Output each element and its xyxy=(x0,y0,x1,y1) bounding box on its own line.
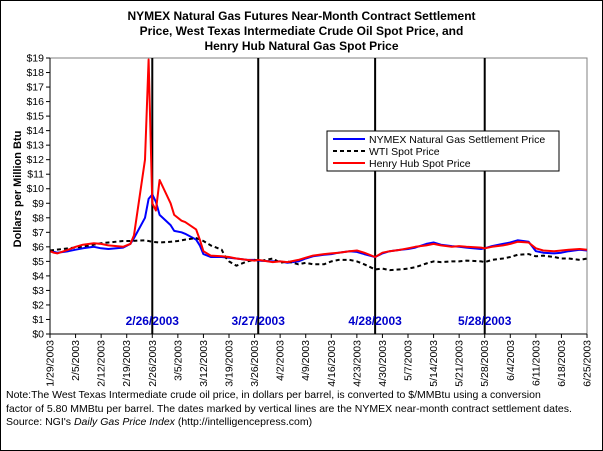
y-tick-label: $19 xyxy=(26,53,44,65)
x-tick-label: 2/26/2003 xyxy=(147,340,159,387)
settlement-date-label: 3/27/2003 xyxy=(232,314,286,328)
settlement-date-label: 2/26/2003 xyxy=(126,314,180,328)
y-tick-label: $2 xyxy=(32,299,44,311)
x-axis-ticks: 1/29/2003 2/5/2003 2/12/2003 2/19/2003 2/26/… xyxy=(45,334,594,387)
note-source: Source: NGI's Daily Gas Price Index (htt… xyxy=(6,416,598,430)
chart-title-line-2: Price, West Texas Intermediate Crude Oil… xyxy=(139,24,464,38)
x-tick-label: 5/7/2003 xyxy=(403,340,415,381)
settlement-date-label: 5/28/2003 xyxy=(458,314,512,328)
y-tick-label: $4 xyxy=(32,270,44,282)
x-tick-label: 2/12/2003 xyxy=(96,340,108,387)
source-italic: Daily Gas Price Index xyxy=(73,416,175,428)
chart-note: Note:The West Texas Intermediate crude o… xyxy=(6,389,598,430)
y-tick-label: $17 xyxy=(26,82,44,94)
x-tick-label: 3/12/2003 xyxy=(198,340,210,387)
note-line-2: factor of 5.80 MMBtu per barrel. The dat… xyxy=(6,402,572,415)
legend-label: NYMEX Natural Gas Settlement Price xyxy=(369,134,545,146)
legend-label: Henry Hub Spot Price xyxy=(369,158,471,170)
x-tick-label: 4/9/2003 xyxy=(300,340,312,381)
chart-title: NYMEX Natural Gas Futures Near-Month Con… xyxy=(0,9,603,54)
x-tick-label: 1/29/2003 xyxy=(45,340,57,387)
y-tick-label: $7 xyxy=(32,227,44,239)
x-tick-label: 6/4/2003 xyxy=(505,340,517,381)
x-tick-label: 3/5/2003 xyxy=(172,340,184,381)
y-tick-label: $8 xyxy=(32,212,44,224)
y-tick-label: $15 xyxy=(26,111,44,123)
legend-box xyxy=(326,130,560,172)
y-tick-label: $1 xyxy=(32,314,44,326)
x-tick-label: 5/21/2003 xyxy=(454,340,466,387)
series-lines xyxy=(49,58,588,272)
x-tick-label: 3/19/2003 xyxy=(224,340,236,387)
x-tick-label: 6/25/2003 xyxy=(582,340,594,387)
settlement-date-label: 4/28/2003 xyxy=(348,314,402,328)
y-tick-label: $12 xyxy=(26,154,44,166)
y-tick-label: $14 xyxy=(26,125,44,137)
x-tick-label: 4/30/2003 xyxy=(377,340,389,387)
y-tick-label: $5 xyxy=(32,256,44,268)
x-tick-label: 3/26/2003 xyxy=(249,340,261,387)
x-tick-label: 6/11/2003 xyxy=(530,340,542,386)
chart-title-line-1: NYMEX Natural Gas Futures Near-Month Con… xyxy=(127,9,476,23)
legend-label: WTI Spot Price xyxy=(369,146,440,158)
y-tick-label: $6 xyxy=(32,241,44,253)
x-tick-label: 5/28/2003 xyxy=(479,340,491,387)
source-prefix: Source: NGI's xyxy=(6,416,74,428)
chart-title-line-3: Henry Hub Natural Gas Spot Price xyxy=(204,39,399,53)
y-tick-label: $11 xyxy=(27,169,44,181)
y-tick-label: $13 xyxy=(26,140,44,152)
x-tick-label: 5/14/2003 xyxy=(428,340,440,387)
y-tick-label: $18 xyxy=(26,67,44,79)
source-suffix: (http://intelligencepress.com) xyxy=(174,416,313,428)
x-tick-label: 4/2/2003 xyxy=(275,340,287,381)
y-tick-label: $10 xyxy=(26,183,44,195)
x-tick-label: 4/16/2003 xyxy=(326,340,338,387)
x-tick-label: 2/19/2003 xyxy=(121,340,133,387)
settlement-date-labels: 2/26/2003 3/27/2003 4/28/2003 5/28/2003 xyxy=(126,314,512,328)
note-line-1: Note:The West Texas Intermediate crude o… xyxy=(6,389,541,401)
x-tick-label: 6/18/2003 xyxy=(556,340,568,387)
y-tick-label: $0 xyxy=(32,329,44,341)
y-tick-label: $3 xyxy=(32,285,44,297)
y-tick-label: $16 xyxy=(26,96,44,108)
y-tick-label: $9 xyxy=(32,198,44,210)
x-tick-label: 4/23/2003 xyxy=(351,340,363,387)
y-axis-ticks: $0 $1 $2 $3 $4 $5 $6 $7 $8 $9 $10 $11 $12 $13 $14 $15 $1… xyxy=(26,53,50,341)
series-line-2 xyxy=(49,237,588,272)
x-tick-label: 2/5/2003 xyxy=(70,340,82,381)
plot-area xyxy=(49,57,588,335)
series-line-3 xyxy=(49,58,588,264)
